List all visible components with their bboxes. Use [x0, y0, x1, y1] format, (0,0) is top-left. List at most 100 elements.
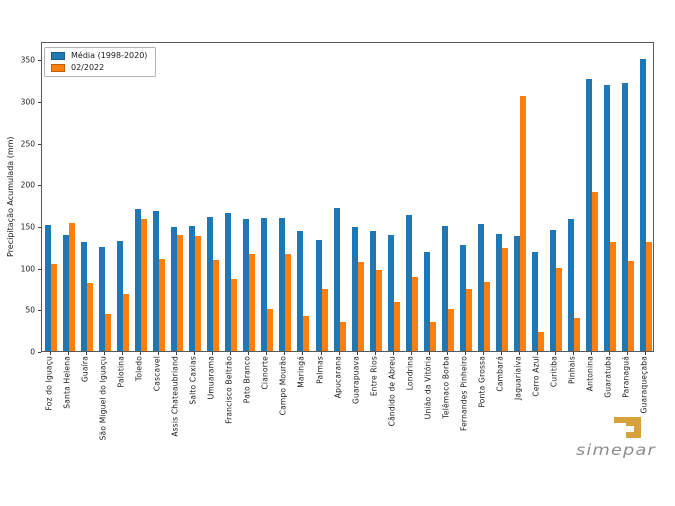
x-tick-label: Guarapuava	[351, 356, 361, 404]
bar-media	[63, 235, 69, 351]
bar-media	[495, 233, 502, 351]
simepar-logo-graphic: simepar	[576, 417, 656, 459]
y-tick-label: 150	[20, 222, 35, 232]
y-tick-label: 350	[20, 55, 35, 65]
x-tick-label: Cascavel	[152, 356, 162, 392]
bar-media	[387, 235, 394, 351]
bar-current	[177, 235, 184, 351]
y-tick-label: 0	[30, 347, 35, 357]
bar-current	[321, 289, 328, 351]
legend: Média (1998-2020) 02/2022	[44, 47, 157, 77]
bar-media	[207, 216, 214, 351]
bar-current	[141, 218, 148, 351]
x-tick-label: Salto Caxias	[188, 356, 198, 405]
x-tick	[158, 352, 160, 355]
bar-media	[369, 231, 376, 351]
y-tick-label: 250	[20, 138, 35, 148]
x-tick-label: Francisco Beltrão	[224, 356, 234, 424]
x-tick-label: Guaratuba	[603, 356, 613, 398]
x-tick	[645, 352, 646, 355]
bar-media	[513, 236, 520, 351]
x-tick	[554, 352, 556, 355]
y-tick-label: 50	[25, 305, 35, 315]
bar-current	[501, 247, 508, 351]
bar-media	[459, 245, 466, 351]
bar-media	[99, 246, 106, 351]
legend-label-current: 02/2022	[71, 63, 105, 72]
simepar-logo: simepar	[568, 414, 664, 464]
x-tick	[500, 352, 502, 355]
x-tick-label: Guaíra	[80, 356, 90, 383]
bar-media	[477, 223, 484, 351]
bar-current	[393, 301, 400, 351]
bar-current	[249, 254, 256, 351]
x-tick	[68, 352, 69, 355]
y-tick	[38, 60, 41, 62]
bar-current	[285, 254, 292, 351]
bar-media	[622, 82, 628, 351]
x-tick-label: Londrina	[405, 356, 415, 391]
x-tick-label: Jaguariaíva	[513, 356, 523, 400]
x-tick-label: Cianorte	[261, 356, 271, 390]
x-tick-label: Campo Mourão	[279, 356, 289, 416]
x-tick	[536, 352, 538, 355]
legend-swatch-media-icon	[51, 52, 65, 60]
x-tick	[482, 352, 484, 355]
bar-media	[153, 211, 160, 351]
x-tick	[464, 352, 466, 355]
bar-media	[640, 59, 646, 351]
x-tick	[410, 352, 412, 355]
x-tick	[248, 352, 250, 355]
x-tick-label: Cerro Azul	[531, 356, 541, 397]
x-tick	[86, 352, 88, 355]
x-tick-label: Santa Helena	[62, 356, 72, 409]
bar-media	[135, 208, 142, 351]
simepar-logo-text: simepar	[576, 441, 656, 459]
legend-label-media: Média (1998-2020)	[71, 51, 148, 60]
bar-media	[603, 85, 610, 351]
bar-media	[315, 240, 322, 351]
legend-item-media: Média (1998-2020)	[51, 52, 147, 60]
bar-current	[159, 259, 166, 351]
x-tick-label: Curitiba	[549, 356, 559, 388]
bar-current	[465, 289, 472, 351]
y-tick-label: 200	[20, 180, 35, 190]
x-tick-label: Umuarama	[206, 356, 216, 400]
x-tick-label: Pato Branco	[242, 356, 252, 404]
bar-current	[357, 261, 364, 351]
x-tick-label: Foz do Iguaçu	[44, 356, 54, 411]
x-tick	[302, 352, 304, 355]
bar-media	[117, 241, 124, 351]
y-tick	[38, 227, 41, 228]
x-tick-label: Paranaguá	[621, 356, 631, 398]
x-tick	[176, 352, 178, 355]
bar-media	[297, 231, 304, 351]
x-tick-label: Maringá	[297, 356, 307, 388]
x-tick-label: Guaraqueçaba	[639, 356, 649, 414]
bar-media	[261, 217, 268, 351]
x-tick	[627, 352, 628, 355]
bar-current	[213, 260, 220, 351]
bar-media	[423, 251, 430, 351]
bar-current	[267, 309, 274, 351]
x-tick	[284, 352, 286, 355]
bar-media	[351, 226, 358, 351]
bar-current	[519, 96, 526, 351]
x-tick-label: Cândido de Abreu	[387, 356, 397, 427]
bar-current	[231, 279, 238, 351]
legend-item-current: 02/2022	[51, 64, 147, 72]
y-axis-title: Precipitação Acumulada (mm)	[6, 136, 15, 258]
bars-layer	[42, 43, 653, 351]
bar-current	[646, 241, 652, 351]
y-tick-label: 300	[20, 97, 35, 107]
bar-current	[555, 267, 562, 351]
bar-current	[339, 321, 346, 351]
x-tick-label: Palmas	[315, 356, 325, 384]
bar-current	[123, 293, 130, 351]
bar-media	[441, 226, 448, 351]
x-tick	[338, 352, 340, 355]
x-tick	[572, 352, 574, 355]
x-tick	[518, 352, 520, 355]
bar-media	[585, 79, 592, 351]
x-tick	[392, 352, 394, 355]
